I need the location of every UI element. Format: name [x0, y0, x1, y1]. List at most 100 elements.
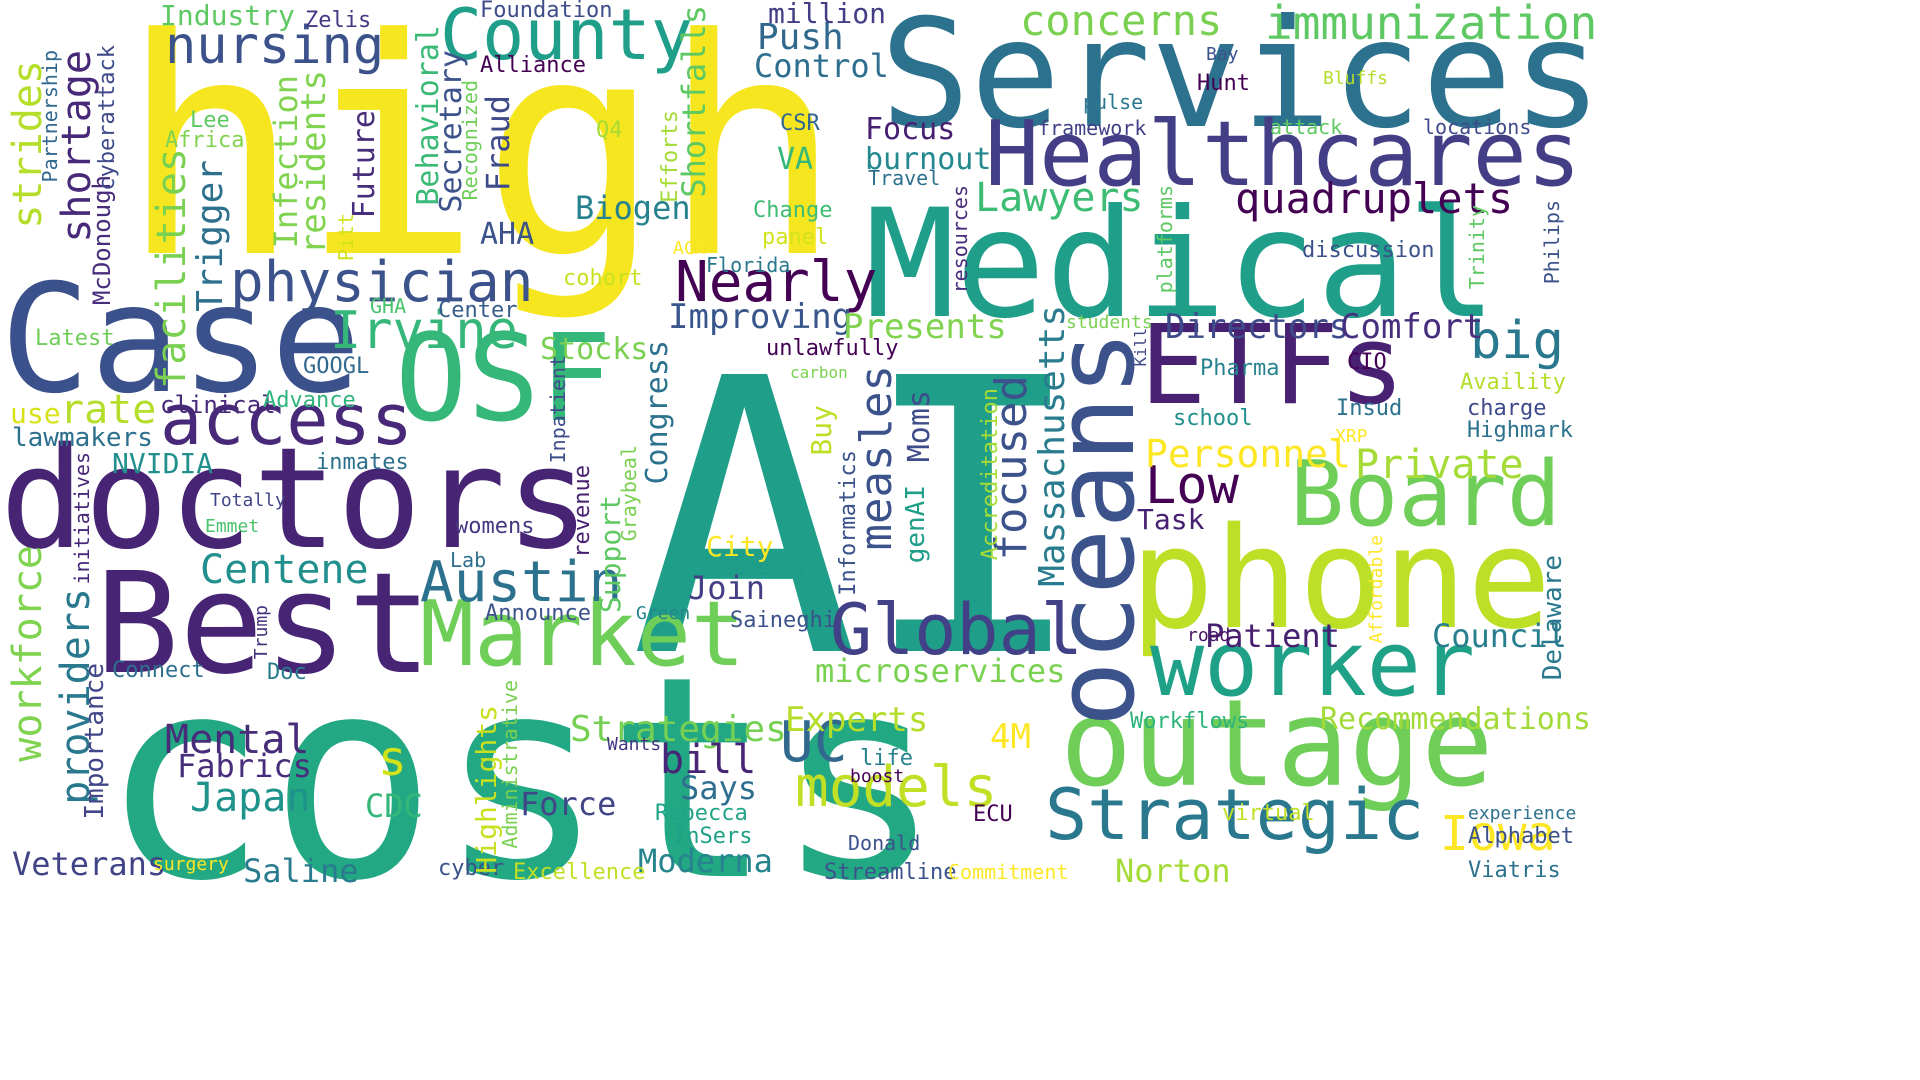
word: Comfort [1340, 307, 1484, 347]
word: bill [660, 737, 757, 783]
word: Doc [267, 660, 307, 685]
word: Wants [607, 734, 662, 755]
word: Efforts [658, 110, 683, 203]
word: Massachusetts [1032, 305, 1073, 587]
word: Stocks [540, 332, 649, 367]
word: Connect [112, 658, 205, 683]
word: costs [100, 617, 943, 943]
word: Patient [1205, 617, 1340, 655]
word: models [795, 755, 998, 820]
word: Recommendations [1320, 702, 1591, 737]
word: Saineghi [730, 608, 836, 633]
word: use [10, 397, 61, 430]
word: Industry [160, 0, 295, 32]
word: Experts [785, 700, 929, 740]
word: Workflows [1130, 709, 1250, 734]
word: Delaware [1538, 555, 1568, 681]
word: physician [230, 250, 534, 315]
word: big [1470, 311, 1564, 371]
word: facilities [149, 148, 195, 389]
word: Green [636, 603, 691, 624]
word: Austin [420, 550, 623, 615]
word: Infection [267, 75, 305, 249]
word: Fraud [479, 95, 517, 192]
word: Pharma [1200, 356, 1280, 381]
word: measles [851, 365, 902, 551]
word: CIO [1347, 350, 1387, 375]
word: Case [0, 253, 362, 427]
word: Healthcares [985, 102, 1582, 207]
word: doctors [0, 418, 591, 581]
word: Highmark [1467, 418, 1573, 443]
word: Latest [35, 326, 115, 351]
word: Center [438, 298, 518, 323]
word: XRP [1335, 426, 1368, 447]
word: Affordable [1366, 535, 1387, 644]
word: Lab [450, 548, 487, 572]
word: womens [455, 514, 535, 539]
word: Join [688, 569, 766, 607]
word: Recognized [458, 80, 482, 201]
word: Inpatient [546, 355, 570, 464]
word: Announce [485, 601, 591, 626]
word: Fabrics [177, 747, 312, 785]
word: Market [420, 582, 746, 687]
word: Informatics [836, 450, 861, 596]
word: Philips [1540, 200, 1564, 285]
word: Force [520, 785, 617, 823]
word: experience [1468, 803, 1577, 824]
word: Trigger [190, 160, 231, 312]
word: Future [347, 110, 382, 219]
word: charge [1467, 396, 1547, 421]
word: nursing [165, 16, 385, 76]
word: AHA [480, 217, 535, 252]
word: Foundation [480, 0, 613, 23]
word: cyberattack [95, 45, 120, 191]
word: CDC [365, 787, 423, 825]
word: students [1066, 312, 1153, 333]
word: boost [850, 766, 905, 787]
word: Control [754, 47, 889, 85]
word: 4M [990, 717, 1031, 757]
word: high [120, 0, 843, 324]
word: worker [1150, 612, 1476, 717]
word: Nearly [675, 250, 878, 315]
word: phone [1130, 498, 1552, 661]
word: ETFs [1140, 301, 1405, 429]
word: burnout [865, 142, 992, 177]
word: Strategies [570, 709, 787, 750]
word: Congress [640, 340, 675, 485]
word: Viatris [1468, 858, 1561, 883]
word: Lee [190, 108, 230, 133]
word: million [768, 0, 887, 30]
word: clinical [160, 391, 276, 419]
word: County [440, 0, 693, 76]
word: Task [1137, 503, 1205, 536]
word: Availity [1460, 370, 1566, 395]
word: surgery [153, 854, 229, 875]
word: GHA [370, 294, 407, 318]
word: pulse [1083, 90, 1144, 114]
word: Commitment [948, 860, 1069, 884]
word: virtual [1222, 801, 1315, 826]
word: AI [630, 298, 1088, 741]
word: Kill [1131, 328, 1150, 367]
word: revenue [570, 465, 595, 558]
word: Veterans [12, 845, 167, 883]
word: Presents [843, 307, 1007, 347]
word: Focus [865, 112, 956, 147]
word: Private [1355, 442, 1524, 488]
word: Excellence [513, 860, 646, 885]
word: Medical [865, 178, 1498, 352]
word: careers [722, 555, 807, 579]
word: Moderna [638, 842, 773, 880]
word: Irvine [330, 301, 518, 361]
word: school [1173, 406, 1253, 431]
word: life [860, 746, 913, 771]
word: lawmakers [12, 423, 153, 453]
word: Highlights [470, 705, 503, 874]
word: resources [948, 185, 972, 294]
word: Emmet [205, 516, 260, 537]
word: Bluffs [1323, 68, 1389, 89]
word: Donald [848, 831, 921, 855]
